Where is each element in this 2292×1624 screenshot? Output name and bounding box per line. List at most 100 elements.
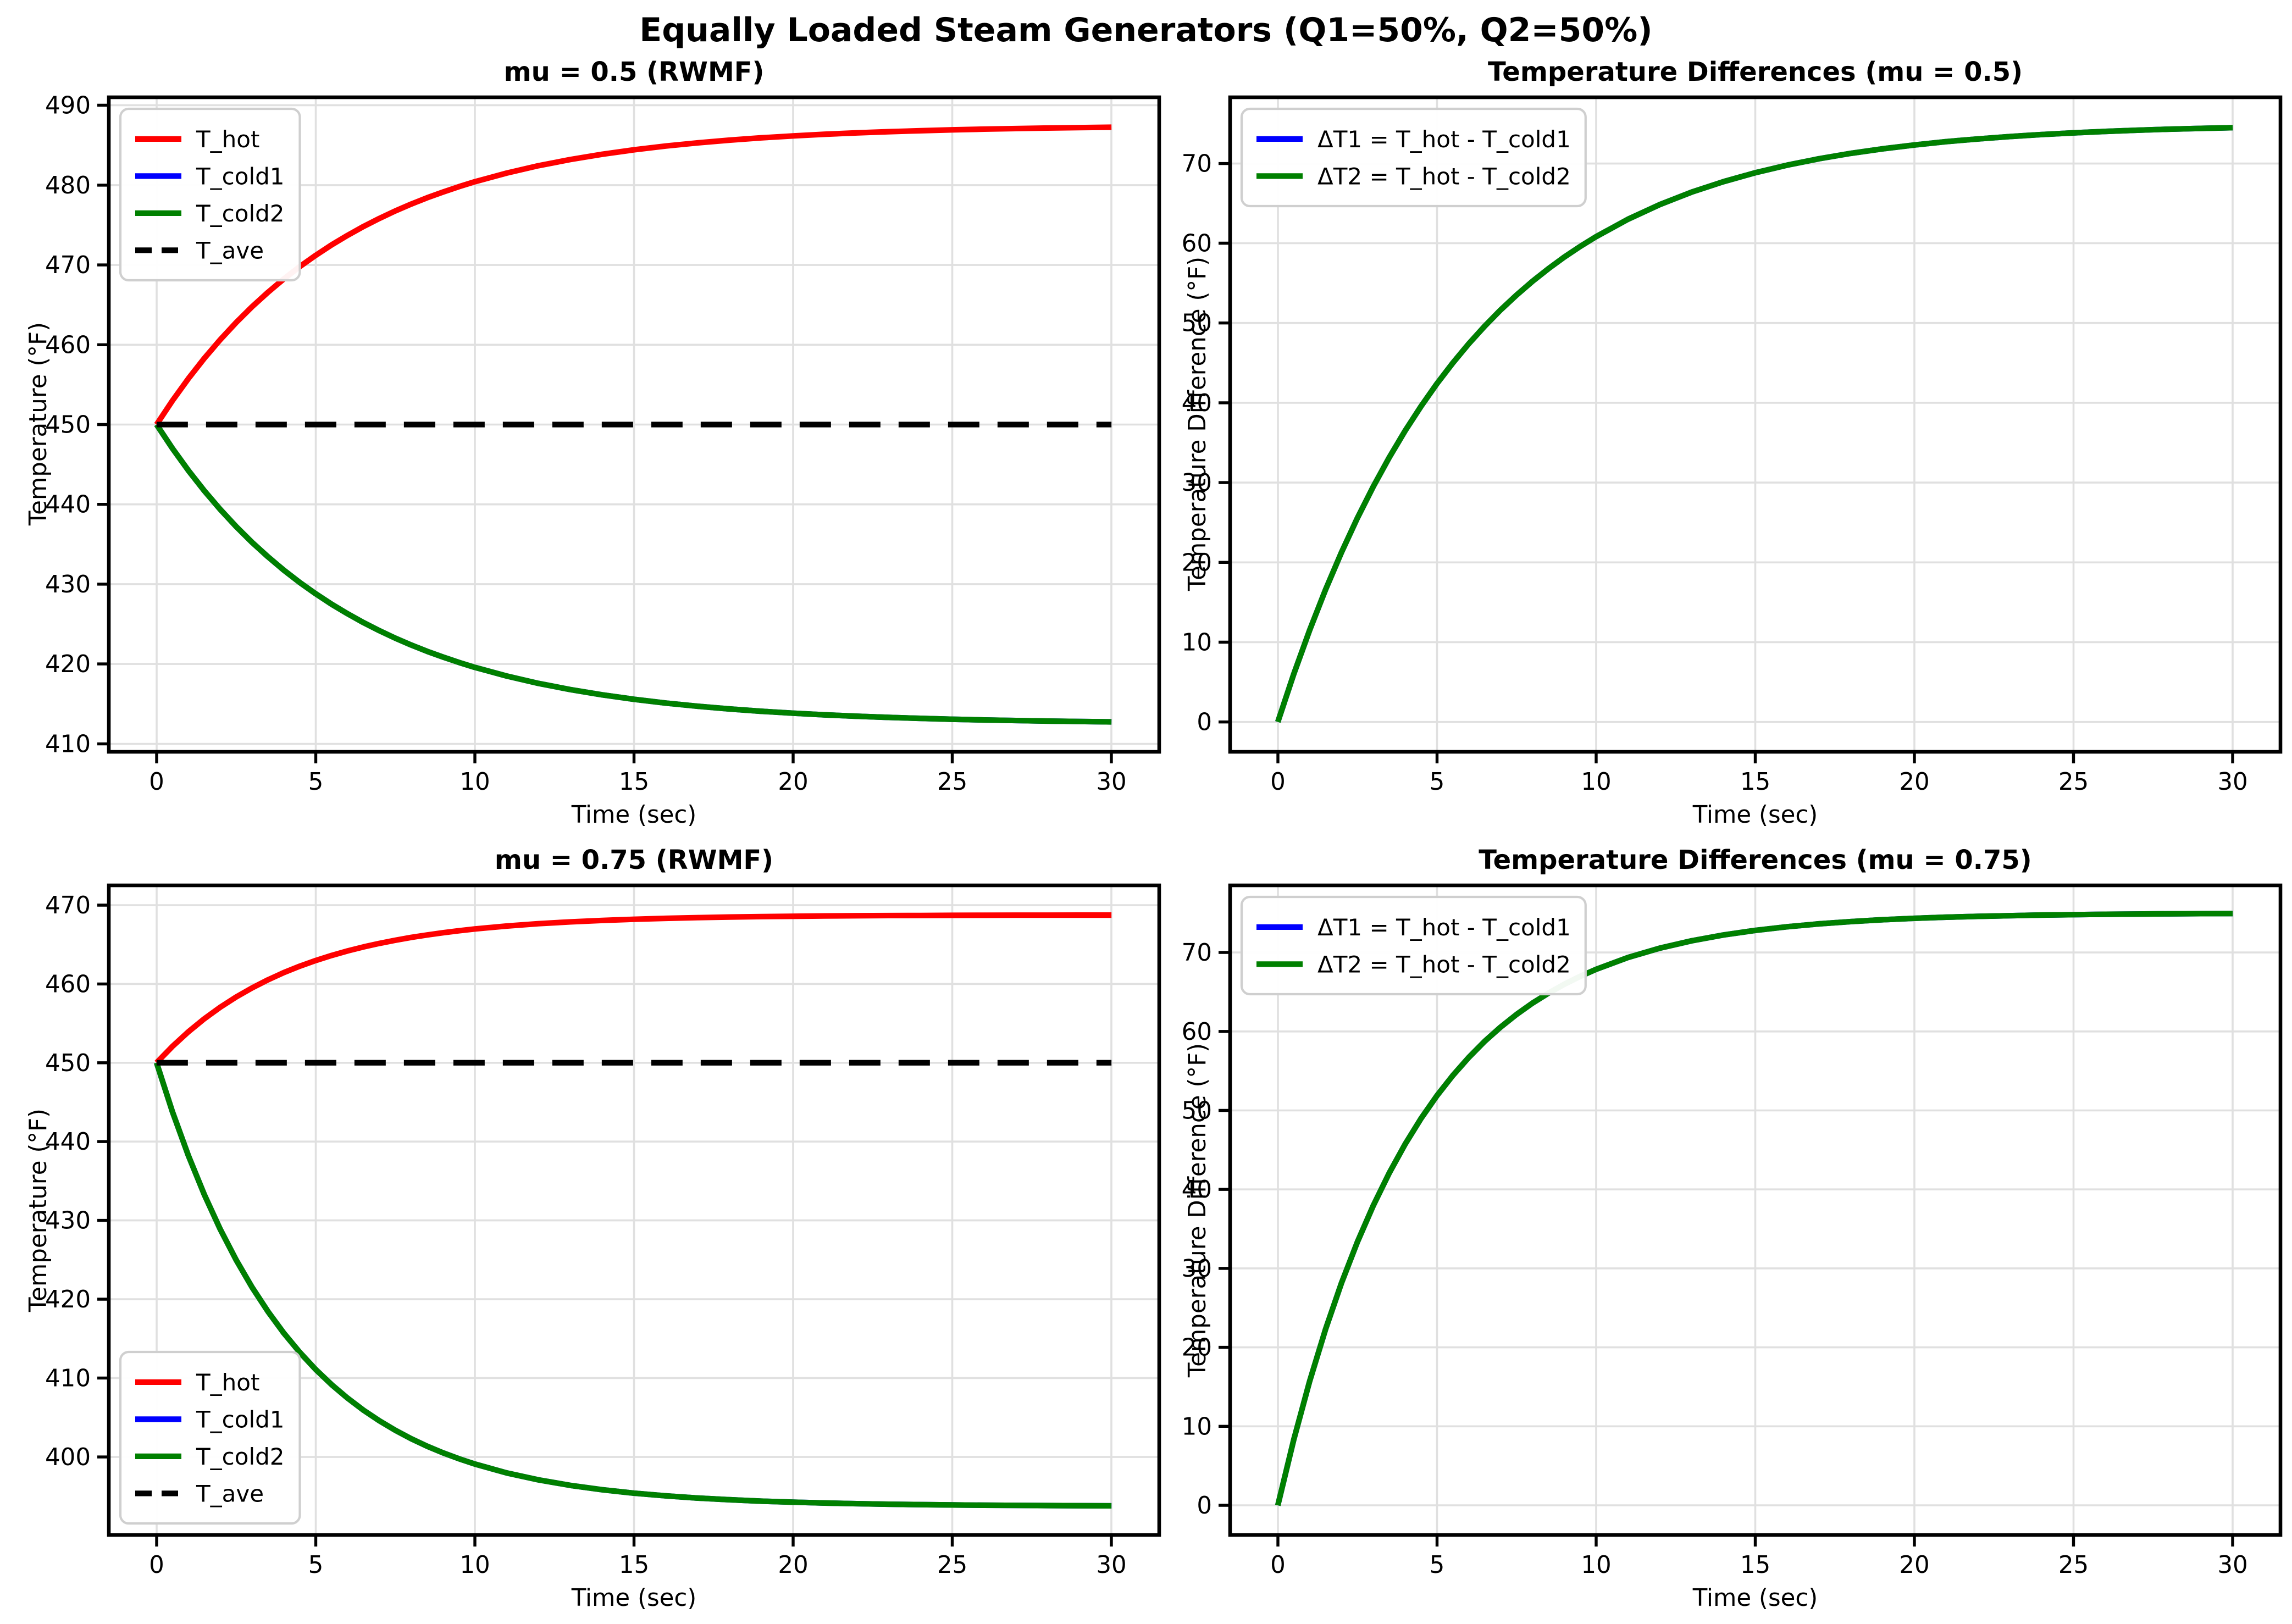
subplot-title-mu05-temperatures: mu = 0.5 (RWMF) <box>503 56 765 87</box>
figure-suptitle: Equally Loaded Steam Generators (Q1=50%,… <box>639 10 1653 49</box>
y-tick-label: 60 <box>1182 1018 1212 1046</box>
x-axis-label: Time (sec) <box>1692 1586 1818 1612</box>
y-tick-label: 20 <box>1182 1334 1212 1362</box>
x-tick-label: 20 <box>778 768 808 796</box>
x-tick-label: 20 <box>1899 1551 1929 1579</box>
x-tick-label: 10 <box>459 768 490 796</box>
legend-label: T_hot <box>196 1369 259 1396</box>
legend-label: T_cold1 <box>196 1406 285 1433</box>
y-tick-label: 410 <box>45 1365 91 1392</box>
x-tick-label: 0 <box>149 1551 164 1579</box>
legend-label: ΔT1 = T_hot - T_cold1 <box>1317 126 1571 153</box>
y-tick-label: 40 <box>1182 390 1212 417</box>
x-tick-label: 20 <box>1899 768 1929 796</box>
x-tick-label: 30 <box>2217 768 2247 796</box>
y-tick-label: 480 <box>45 172 91 199</box>
x-tick-label: 0 <box>1270 1551 1286 1579</box>
y-tick-label: 60 <box>1182 230 1212 258</box>
legend-box <box>119 1350 301 1525</box>
x-tick-label: 10 <box>1581 768 1611 796</box>
legend-label: ΔT2 = T_hot - T_cold2 <box>1317 951 1571 978</box>
legend: T_hot T_cold1 T_cold2 T_ave <box>119 107 301 282</box>
y-tick-label: 490 <box>45 92 91 119</box>
y-axis-label: Temperature (°F) <box>26 1108 53 1312</box>
x-tick-label: 15 <box>619 1551 649 1579</box>
curve-ΔT2 = T_hot - T_cold2 <box>1275 911 2233 1506</box>
x-tick-label: 5 <box>308 768 324 796</box>
subplot-mu075-differences: 0 5 10 15 20 25 30 0 10 20 30 40 50 60 70 <box>1182 883 2283 1579</box>
curve-T_hot <box>154 124 1112 426</box>
legend-box <box>1240 895 1587 996</box>
x-tick-label: 15 <box>1740 768 1770 796</box>
y-tick-label: 410 <box>45 731 91 758</box>
x-axis-label: Time (sec) <box>1692 803 1818 829</box>
axes-spines <box>1228 883 2283 1537</box>
axis-ticks: 0 5 10 15 20 25 30 0 10 20 30 40 50 60 70 <box>1182 151 2248 796</box>
x-tick-label: 15 <box>1740 1551 1770 1579</box>
curve-T_hot <box>154 912 1112 1065</box>
x-tick-label: 25 <box>937 1551 967 1579</box>
x-tick-label: 30 <box>1096 1551 1126 1579</box>
x-tick-label: 5 <box>1430 768 1445 796</box>
legend-label: T_hot <box>196 126 259 153</box>
y-tick-label: 430 <box>45 1207 91 1235</box>
legend: T_hot T_cold1 T_cold2 T_ave <box>119 1350 301 1525</box>
y-tick-label: 50 <box>1182 310 1212 337</box>
y-tick-label: 10 <box>1182 629 1212 657</box>
x-axis-label: Time (sec) <box>571 1586 697 1612</box>
y-tick-label: 400 <box>45 1444 91 1471</box>
legend-box <box>119 107 301 282</box>
legend-label: T_ave <box>196 1480 264 1507</box>
y-tick-label: 50 <box>1182 1098 1212 1125</box>
y-tick-label: 440 <box>45 491 91 519</box>
gridlines <box>1230 97 2280 752</box>
x-tick-label: 15 <box>619 768 649 796</box>
y-tick-label: 0 <box>1197 1492 1212 1520</box>
legend-label: ΔT1 = T_hot - T_cold1 <box>1317 914 1571 941</box>
subplot-title-mu075-differences: Temperature Differences (mu = 0.75) <box>1479 844 2032 875</box>
y-tick-label: 0 <box>1197 709 1212 736</box>
y-axis-label: Temperature (°F) <box>26 322 53 526</box>
axes-spines <box>1228 95 2283 754</box>
y-tick-label: 70 <box>1182 151 1212 178</box>
x-tick-label: 5 <box>308 1551 324 1579</box>
axis-ticks: 0 5 10 15 20 25 30 410 420 430 440 450 460 470 480 490 <box>45 92 1127 796</box>
y-tick-label: 470 <box>45 252 91 279</box>
axis-ticks: 0 5 10 15 20 25 30 400 410 420 430 440 450 460 470 <box>45 892 1127 1579</box>
curve-ΔT2 = T_hot - T_cold2 <box>1275 125 2233 723</box>
legend-label: T_cold2 <box>196 1443 285 1470</box>
legend-label: T_cold1 <box>196 163 285 190</box>
y-tick-label: 460 <box>45 331 91 359</box>
x-tick-label: 0 <box>149 768 164 796</box>
y-tick-label: 70 <box>1182 939 1212 967</box>
axes-spines <box>107 883 1161 1537</box>
x-tick-label: 25 <box>937 768 967 796</box>
subplot-title-mu075-temperatures: mu = 0.75 (RWMF) <box>494 844 774 875</box>
x-tick-label: 10 <box>459 1551 490 1579</box>
legend-label: T_cold2 <box>196 200 285 227</box>
curve-T_cold2 <box>154 423 1112 725</box>
subplot-mu05-temperatures: 0 5 10 15 20 25 30 410 420 430 440 450 460 470 480 490 <box>45 92 1161 796</box>
y-tick-label: 40 <box>1182 1176 1212 1204</box>
x-tick-label: 10 <box>1581 1551 1611 1579</box>
subplot-title-mu05-differences: Temperature Differences (mu = 0.5) <box>1487 56 2023 87</box>
legend-box <box>1240 107 1587 208</box>
y-tick-label: 430 <box>45 571 91 598</box>
subplot-mu05-differences: 0 5 10 15 20 25 30 0 10 20 30 40 50 60 70 <box>1182 95 2283 796</box>
axes-spines <box>107 95 1161 754</box>
axis-ticks: 0 5 10 15 20 25 30 0 10 20 30 40 50 60 70 <box>1182 939 2248 1579</box>
subplot-mu075-temperatures: 0 5 10 15 20 25 30 400 410 420 430 440 450 460 470 <box>45 883 1161 1579</box>
y-tick-label: 440 <box>45 1128 91 1156</box>
legend-label: ΔT2 = T_hot - T_cold2 <box>1317 163 1571 190</box>
y-axis-label: Temperature Difference (°F) <box>1186 1043 1212 1378</box>
curve-T_cold2 <box>153 1062 1112 1509</box>
x-axis-label: Time (sec) <box>571 803 697 829</box>
legend-label: T_ave <box>196 237 264 264</box>
x-tick-label: 25 <box>2058 1551 2089 1579</box>
x-tick-label: 20 <box>778 1551 808 1579</box>
x-tick-label: 30 <box>1096 768 1126 796</box>
